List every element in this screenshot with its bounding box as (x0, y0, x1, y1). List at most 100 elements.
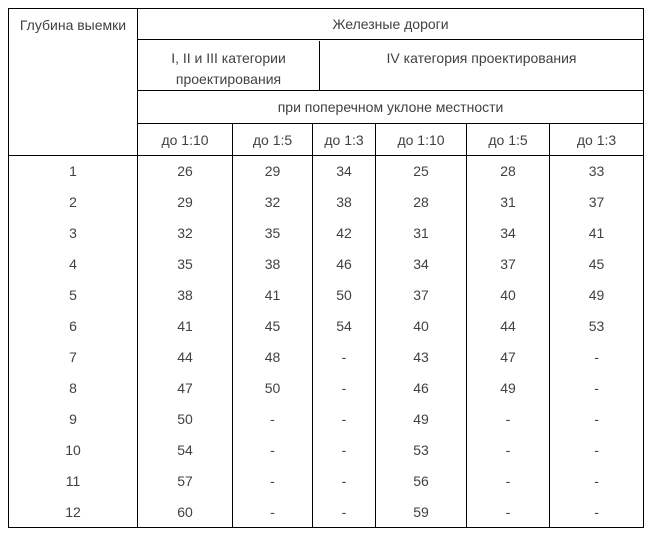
depth-cell: 1 (8, 155, 138, 187)
depth-cell: 3 (8, 217, 138, 249)
value-cell: 34 (312, 155, 376, 187)
excavation-depth-table: Глубина выемки Железные дороги I, II и I… (8, 8, 645, 528)
slope-col-header: до 1:10 (375, 123, 467, 156)
value-cell: 46 (375, 372, 467, 404)
value-cell: 35 (137, 248, 233, 280)
table-row: 5 38 41 50 37 40 49 (8, 279, 645, 311)
value-cell: - (548, 465, 645, 497)
value-cell: 44 (466, 310, 550, 342)
value-cell: 26 (137, 155, 233, 187)
value-cell: - (312, 496, 376, 528)
depth-cell: 9 (8, 403, 138, 435)
slope-col-header: до 1:5 (232, 123, 313, 156)
value-cell: - (312, 434, 376, 466)
depth-cell: 5 (8, 279, 138, 311)
value-cell: 41 (548, 217, 645, 249)
value-cell: 54 (137, 434, 233, 466)
value-cell: 25 (375, 155, 467, 187)
value-cell: 49 (548, 279, 645, 311)
value-cell: 47 (137, 372, 233, 404)
table-row: 3 32 35 42 31 34 41 (8, 217, 645, 249)
value-cell: - (312, 372, 376, 404)
depth-cell: 6 (8, 310, 138, 342)
table-row: 2 29 32 38 28 31 37 (8, 186, 645, 218)
value-cell: 45 (548, 248, 645, 280)
value-cell: 35 (232, 217, 313, 249)
value-cell: - (312, 465, 376, 497)
value-cell: - (548, 341, 645, 373)
categories-cell: I, II и III категории проектирования IV … (136, 39, 645, 91)
value-cell: - (466, 496, 550, 528)
slope-note-cell: при поперечном уклоне местности (136, 90, 645, 124)
depth-cell: 2 (8, 186, 138, 218)
value-cell: 50 (137, 403, 233, 435)
categories-split: I, II и III категории проектирования IV … (139, 40, 643, 90)
value-cell: 53 (375, 434, 467, 466)
value-cell: 38 (232, 248, 313, 280)
value-cell: 50 (312, 279, 376, 311)
slope-col-header: до 1:5 (466, 123, 550, 156)
value-cell: 49 (466, 372, 550, 404)
value-cell: 44 (137, 341, 233, 373)
value-cell: - (232, 434, 313, 466)
value-cell: 45 (232, 310, 313, 342)
value-cell: 38 (137, 279, 233, 311)
header-row-categories: I, II и III категории проектирования IV … (9, 39, 645, 91)
value-cell: - (548, 496, 645, 528)
value-cell: 31 (466, 186, 550, 218)
value-cell: 37 (375, 279, 467, 311)
table-row: 8 47 50 - 46 49 - (8, 372, 645, 404)
value-cell: 40 (466, 279, 550, 311)
value-cell: 34 (375, 248, 467, 280)
value-cell: - (548, 372, 645, 404)
value-cell: 33 (548, 155, 645, 187)
value-cell: 37 (466, 248, 550, 280)
depth-header-cell: Глубина выемки (8, 8, 138, 156)
value-cell: 53 (548, 310, 645, 342)
value-cell: 41 (137, 310, 233, 342)
value-cell: 32 (232, 186, 313, 218)
value-cell: 60 (137, 496, 233, 528)
slope-col-header: до 1:10 (137, 123, 233, 156)
value-cell: - (232, 465, 313, 497)
value-cell: 37 (548, 186, 645, 218)
value-cell: 49 (375, 403, 467, 435)
value-cell: - (232, 403, 313, 435)
value-cell: 48 (232, 341, 313, 373)
header-row-slope-note: при поперечном уклоне местности (9, 90, 645, 124)
table-row: 1 26 29 34 25 28 33 (8, 155, 645, 187)
value-cell: - (312, 403, 376, 435)
value-cell: - (232, 496, 313, 528)
value-cell: - (466, 434, 550, 466)
value-cell: 57 (137, 465, 233, 497)
value-cell: 50 (232, 372, 313, 404)
value-cell: 56 (375, 465, 467, 497)
table-row: 6 41 45 54 40 44 53 (8, 310, 645, 342)
value-cell: 31 (375, 217, 467, 249)
depth-cell: 7 (8, 341, 138, 373)
table-row: 4 35 38 46 34 37 45 (8, 248, 645, 280)
table-row: 10 54 - - 53 - - (8, 434, 645, 466)
depth-cell: 12 (8, 496, 138, 528)
value-cell: - (466, 465, 550, 497)
value-cell: 29 (232, 155, 313, 187)
value-cell: 32 (137, 217, 233, 249)
slope-col-header: до 1:3 (548, 123, 645, 156)
value-cell: 28 (466, 155, 550, 187)
header-row-slope-grades: до 1:10 до 1:5 до 1:3 до 1:10 до 1:5 до … (9, 123, 645, 156)
depth-cell: 11 (8, 465, 138, 497)
table-row: 11 57 - - 56 - - (8, 465, 645, 497)
table-row: 7 44 48 - 43 47 - (8, 341, 645, 373)
value-cell: 47 (466, 341, 550, 373)
value-cell: - (548, 434, 645, 466)
category-right-cell: IV категория проектирования (386, 49, 577, 66)
value-cell: - (548, 403, 645, 435)
category-left-cell: I, II и III категории проектирования (139, 40, 320, 90)
value-cell: 43 (375, 341, 467, 373)
depth-cell: 10 (8, 434, 138, 466)
value-cell: 41 (232, 279, 313, 311)
value-cell: - (466, 403, 550, 435)
value-cell: 42 (312, 217, 376, 249)
header-row-railways: Глубина выемки Железные дороги (8, 8, 645, 156)
value-cell: 40 (375, 310, 467, 342)
